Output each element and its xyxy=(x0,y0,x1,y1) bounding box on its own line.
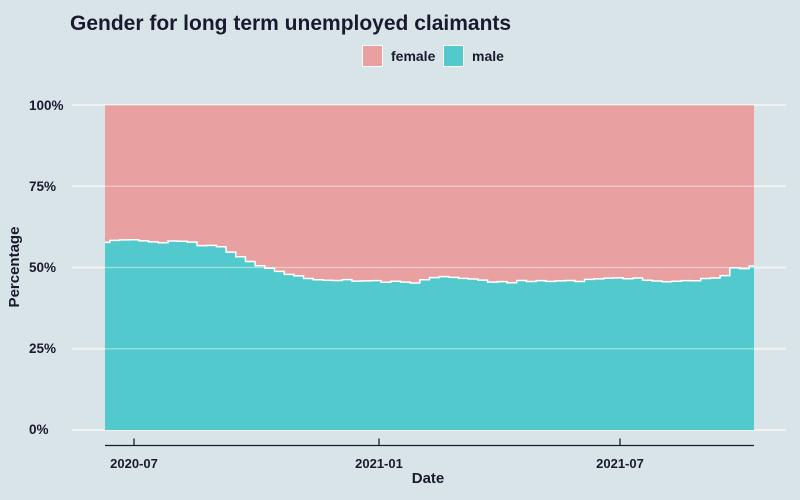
svg-text:25%: 25% xyxy=(29,341,56,356)
svg-text:2021-07: 2021-07 xyxy=(596,456,644,471)
svg-text:0%: 0% xyxy=(29,422,49,437)
svg-text:75%: 75% xyxy=(29,179,56,194)
svg-text:100%: 100% xyxy=(29,98,64,113)
svg-text:2020-07: 2020-07 xyxy=(110,456,158,471)
svg-text:50%: 50% xyxy=(29,260,56,275)
svg-text:Date: Date xyxy=(412,470,445,487)
svg-text:2021-01: 2021-01 xyxy=(355,456,403,471)
svg-text:Percentage: Percentage xyxy=(6,227,23,308)
